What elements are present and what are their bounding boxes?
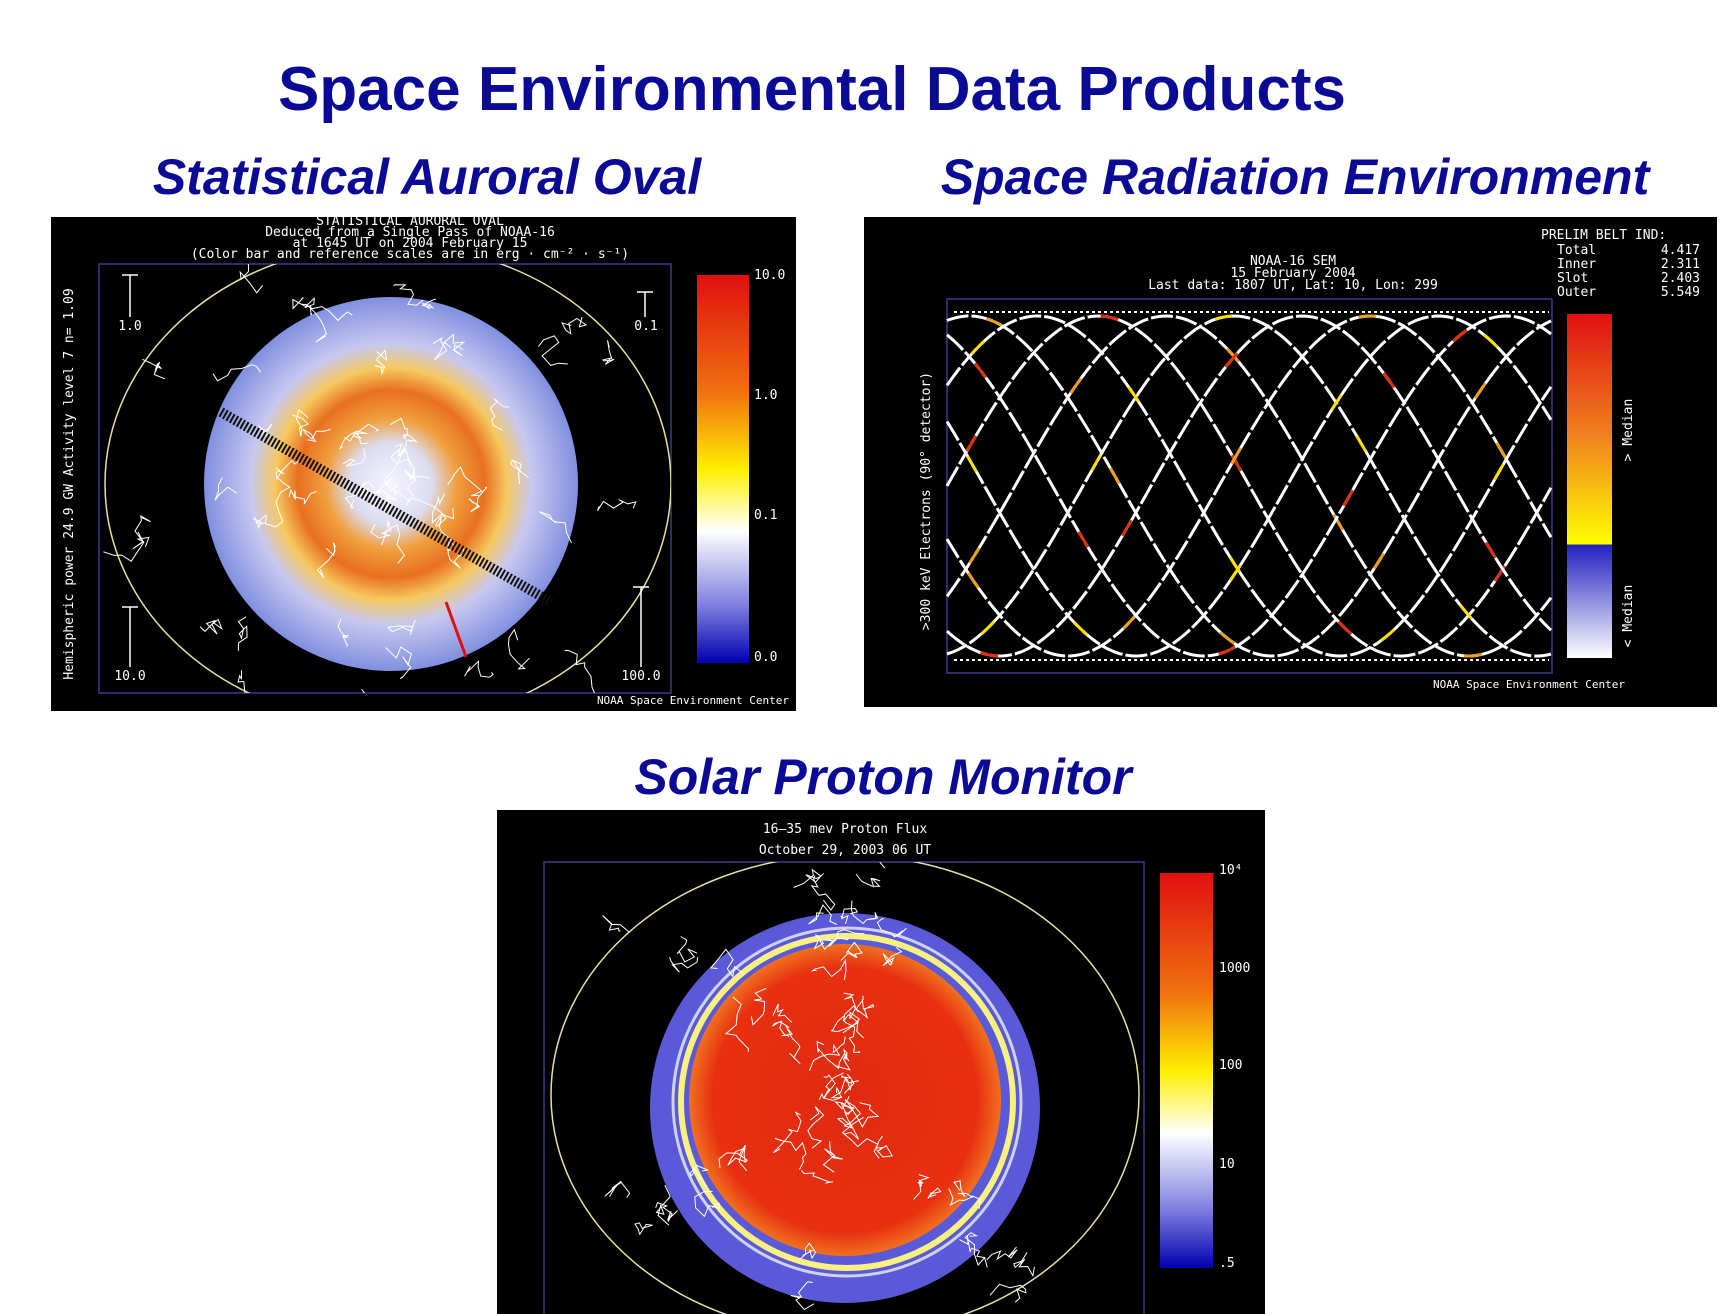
belt-index-title: PRELIM BELT IND: [1541,228,1666,243]
page-title: Space Environmental Data Products [278,55,1346,124]
image-credit: NOAA Space Environment Center [1433,678,1625,691]
image-title: October 29, 2003 06 UT [759,843,931,858]
color-bar-label: 10.0 [754,268,785,283]
panel-heading: Space Radiation Environment [941,149,1652,205]
belt-index-value: 5.549 [1661,285,1700,300]
slide: Space Environmental Data Products Statis… [0,0,1723,1314]
reference-scale-label: 100.0 [621,669,660,684]
color-bar-label: 1000 [1219,961,1250,976]
color-bar-label: 10⁴ [1219,863,1242,878]
belt-index-name: Outer [1557,285,1596,300]
color-bar-label: 1.0 [754,388,777,403]
belt-index-value: 2.403 [1661,271,1700,286]
panel-heading: Statistical Auroral Oval [153,149,702,205]
radiation-image: NOAA-16 SEM 15 February 2004 Last data: … [864,217,1717,707]
color-bar-label: > Median [1621,399,1636,462]
image-credit: NOAA Space Environment Center [597,694,789,707]
color-bar-label: 0.1 [754,508,777,523]
side-label: Hemispheric power 24.9 GW Activity level… [62,288,77,679]
color-bar-label: .5 [1219,1256,1235,1271]
y-axis-label: >300 keV Electrons (90° detector) [919,372,934,630]
auroral-oval-image: STATISTICAL AURORAL OVAL Deduced from a … [51,214,796,724]
reference-scale-label: 1.0 [118,319,141,334]
reference-scale-label: 10.0 [114,669,145,684]
proton-image: 16–35 mev Proton Flux October 29, 2003 0… [497,810,1265,1314]
reference-scale-label: 0.1 [634,319,657,334]
belt-index-value: 4.417 [1661,243,1700,258]
image-title: 16–35 mev Proton Flux [763,822,928,837]
oval-map [204,297,578,671]
panel-heading: Solar Proton Monitor [634,749,1134,805]
color-bar [1567,314,1612,658]
image-title: Last data: 1807 UT, Lat: 10, Lon: 299 [1148,278,1438,293]
image-title: (Color bar and reference scales are in e… [191,247,629,262]
belt-index-value: 2.311 [1661,257,1700,272]
color-bar-label: 10 [1219,1157,1235,1172]
color-bar [1160,873,1213,1268]
color-bar [697,275,749,663]
color-bar-label: < Median [1621,585,1636,648]
color-bar-label: 100 [1219,1058,1242,1073]
color-bar-label: 0.0 [754,650,777,665]
belt-index-name: Total [1557,243,1596,258]
belt-index-name: Slot [1557,271,1588,286]
belt-index-name: Inner [1557,257,1596,272]
